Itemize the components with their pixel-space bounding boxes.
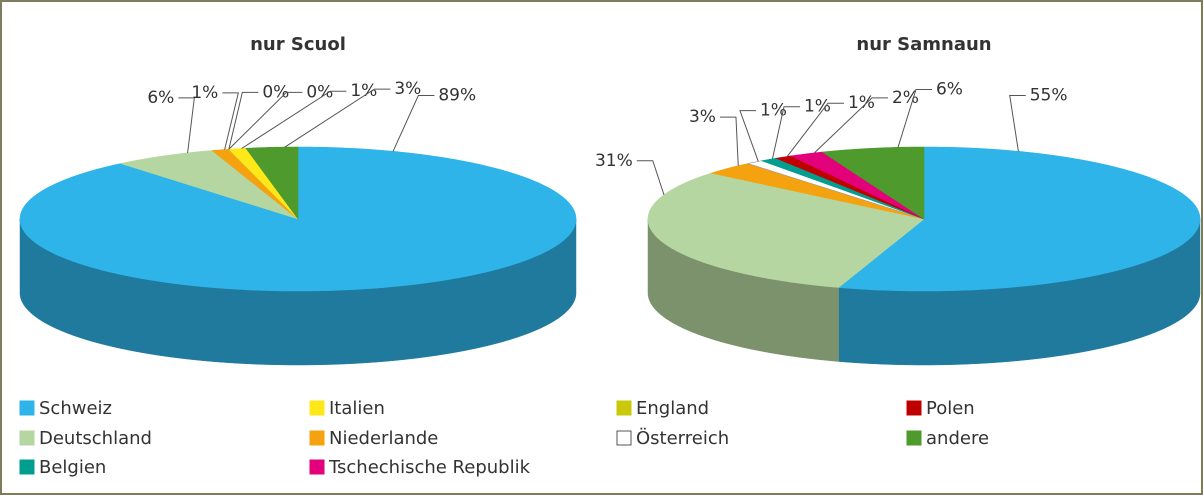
chart-title: nur Scuol (250, 34, 346, 55)
legend-text: Polen (926, 398, 975, 419)
pie-slice (760, 157, 925, 220)
legend-text: Tschechische Republik (328, 457, 531, 478)
pie-slice (211, 148, 299, 220)
pie-slice (821, 146, 925, 220)
data-label: 0% (306, 82, 333, 102)
data-label: 1% (760, 101, 787, 121)
data-label: 1% (191, 83, 218, 103)
pie-slice (647, 172, 925, 288)
chart-title: nur Samnaun (856, 34, 991, 55)
legend-swatch (309, 400, 325, 416)
legend-swatch (309, 459, 325, 475)
leader-line (636, 160, 665, 196)
pie-slice (19, 146, 577, 292)
data-label: 1% (804, 97, 831, 117)
legend-swatch (19, 459, 35, 475)
data-label: 6% (936, 79, 963, 99)
legend-swatch (906, 400, 922, 416)
leader-line (284, 88, 391, 148)
legend-text: Deutschland (39, 428, 152, 449)
pie-slice (775, 155, 925, 220)
leader-line (222, 92, 239, 150)
legend-text: Schweiz (39, 398, 112, 419)
data-label: 31% (595, 151, 633, 171)
data-label: 55% (1030, 86, 1068, 106)
pie-slice (228, 147, 299, 220)
data-label: 1% (848, 93, 875, 113)
data-label: 0% (262, 82, 289, 102)
pie-slice (837, 146, 1201, 292)
pie-slice (746, 160, 925, 220)
leader-line (739, 110, 759, 162)
data-label: 2% (892, 88, 919, 108)
legend-swatch (19, 430, 35, 446)
legend-swatch (19, 400, 35, 416)
leader-line (771, 106, 800, 159)
leader-line (786, 102, 844, 157)
pie-slice (790, 151, 925, 220)
leader-line (392, 95, 435, 152)
legend-text: Österreich (636, 427, 729, 449)
leader-line (897, 88, 932, 148)
leader-line (1009, 95, 1026, 152)
legend-text: Belgien (39, 457, 106, 478)
legend-swatch (906, 430, 922, 446)
pie-slice (119, 150, 299, 220)
leader-line (228, 91, 303, 150)
legend-text: England (636, 398, 709, 419)
legend-text: andere (926, 428, 989, 449)
data-label: 3% (689, 107, 716, 127)
data-label: 3% (394, 79, 421, 99)
leader-line (228, 91, 259, 150)
data-label: 6% (147, 88, 174, 108)
legend-swatch (616, 430, 632, 446)
leader-line (178, 97, 195, 153)
leader-line (814, 97, 888, 154)
legend-text: Niederlande (329, 428, 438, 449)
legend-text: Italien (329, 398, 385, 419)
pie-slice (710, 163, 925, 220)
leader-line (719, 116, 739, 166)
pie-slice (245, 146, 299, 220)
legend-swatch (616, 400, 632, 416)
data-label: 89% (438, 86, 476, 106)
data-label: 1% (350, 81, 377, 101)
leader-line (241, 90, 347, 149)
legend-swatch (309, 430, 325, 446)
